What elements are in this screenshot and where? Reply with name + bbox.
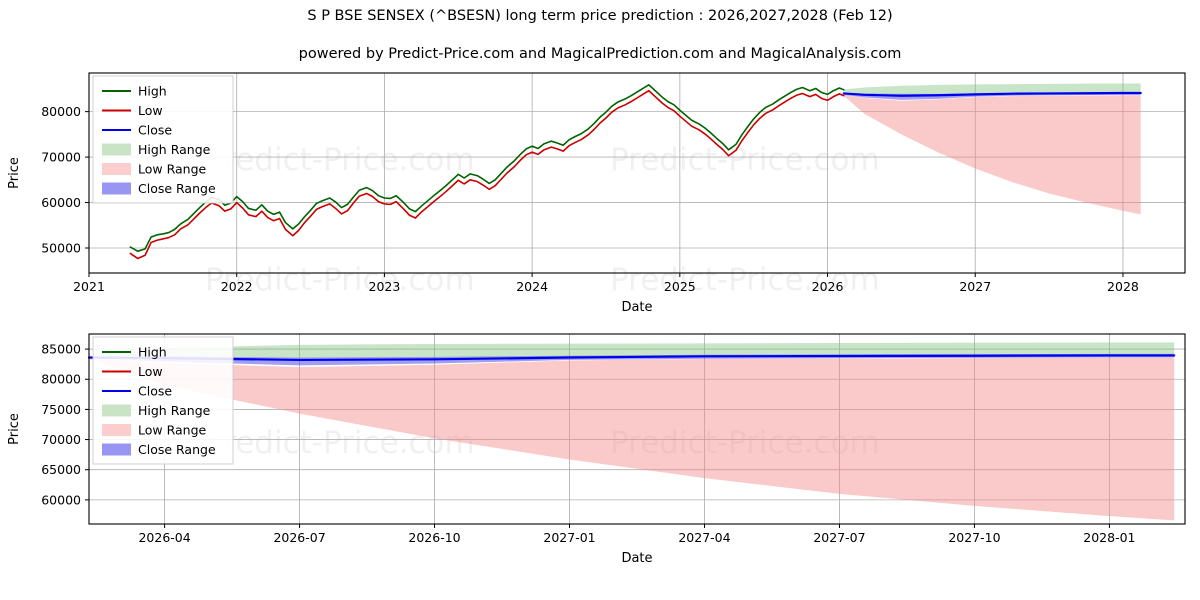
x-tick-label: 2026-07 (273, 530, 325, 545)
page-subtitle: powered by Predict-Price.com and Magical… (298, 46, 902, 62)
legend-item-label: High Range (138, 403, 211, 418)
watermark: Predict-Price.com (610, 425, 880, 461)
x-tick-label: 2026 (812, 279, 844, 294)
y-tick-label: 60000 (41, 195, 81, 210)
watermark: Predict-Price.com (205, 262, 475, 298)
y-tick-label: 80000 (41, 372, 81, 387)
y-axis-title: Price (7, 157, 22, 189)
x-tick-label: 2028-01 (1083, 530, 1135, 545)
x-axis-title: Date (621, 551, 652, 566)
x-tick-label: 2028 (1107, 279, 1139, 294)
x-tick-label: 2026-10 (408, 530, 460, 545)
x-axis-title: Date (621, 300, 652, 315)
legend-item-label: High (138, 83, 167, 98)
legend-item-label: Low Range (138, 422, 207, 437)
legend-patch-swatch (102, 182, 131, 195)
legend-patch-swatch (102, 163, 131, 175)
watermark: Predict-Price.com (610, 142, 880, 178)
x-tick-label: 2022 (221, 279, 253, 294)
low-range-band (89, 357, 1175, 521)
plot-frame (88, 72, 1186, 274)
y-tick-label: 60000 (41, 492, 81, 507)
watermark: Predict-Price.com (205, 142, 475, 178)
high-range-band (843, 83, 1141, 95)
legend-item-label: Close (138, 122, 172, 137)
legend-item-label: Low (138, 103, 163, 118)
x-tick-label: 2027-10 (948, 530, 1000, 545)
x-tick-label: 2027-01 (543, 530, 595, 545)
x-tick-label: 2023 (369, 279, 401, 294)
legend-patch-swatch (102, 143, 131, 156)
x-tick-label: 2026-04 (138, 530, 190, 545)
x-tick-label: 2027 (959, 279, 991, 294)
forecast-detail-chart: Predict-Price.com Predict-Price.com 60000 6… (7, 333, 1186, 566)
page-title: S P BSE SENSEX (^BSESN) long term price … (307, 8, 893, 24)
legend-item-label: Low (138, 364, 163, 379)
close-series-line (842, 91, 1142, 97)
low-range-band (843, 94, 1141, 215)
legend-item-label: Close Range (138, 181, 216, 196)
legend-item-label: Close Range (138, 442, 216, 457)
y-tick-label: 75000 (41, 402, 81, 417)
high-range-band (89, 342, 1175, 358)
chart-legend (92, 336, 234, 465)
legend-patch-swatch (102, 404, 131, 417)
watermark: Predict-Price.com (205, 425, 475, 461)
legend-item-label: High Range (138, 142, 211, 157)
y-tick-label: 85000 (41, 342, 81, 357)
legend-patch-swatch (102, 424, 131, 436)
legend-item-label: Low Range (138, 161, 207, 176)
high-series-line (129, 84, 845, 252)
overview-chart: Predict-Price.com Predict-Price.com Predic… (7, 72, 1186, 315)
y-tick-label: 70000 (41, 150, 81, 165)
watermark: Predict-Price.com (610, 262, 880, 298)
plot-frame (88, 333, 1186, 525)
x-tick-label: 2021 (73, 279, 105, 294)
x-tick-label: 2027-07 (813, 530, 865, 545)
y-tick-label: 80000 (41, 104, 81, 119)
chart-legend (92, 75, 234, 204)
y-axis-title: Price (7, 413, 22, 445)
x-tick-label: 2027-04 (678, 530, 730, 545)
legend-item-label: High (138, 344, 167, 359)
y-tick-label: 50000 (41, 241, 81, 256)
low-series-line (129, 89, 845, 260)
legend-patch-swatch (102, 443, 131, 456)
legend-item-label: Close (138, 383, 172, 398)
x-tick-label: 2025 (664, 279, 696, 294)
y-tick-label: 70000 (41, 432, 81, 447)
x-tick-label: 2024 (516, 279, 548, 294)
y-tick-label: 65000 (41, 462, 81, 477)
